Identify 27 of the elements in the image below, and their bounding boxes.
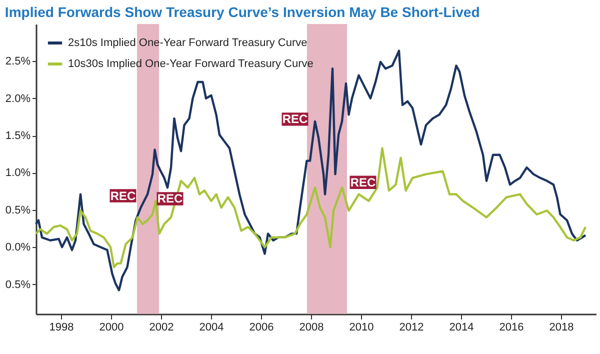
x-tick-label: 2018 (549, 322, 574, 334)
annotation: REC (350, 175, 376, 190)
legend-label: 10s30s Implied One-Year Forward Treasury Curve (68, 58, 314, 70)
line-series (34, 50, 587, 292)
x-tick-label: 2012 (399, 322, 424, 334)
x-tick-label: 2014 (449, 322, 474, 334)
y-tick-label: 2.0% (5, 92, 31, 105)
y-tick-label: 0.0% (5, 242, 31, 254)
y-tick-label: 0.5% (5, 278, 31, 291)
annotation: REC (282, 112, 308, 126)
y-tick-label: 2.5% (5, 56, 31, 68)
x-tick-label: 2000 (99, 322, 124, 334)
x-tick-label: 2010 (349, 322, 374, 334)
x-tick-label: 2002 (149, 322, 174, 334)
line-series (34, 147, 587, 268)
x-tick-label: 2008 (299, 322, 324, 334)
x-tick-label: 1998 (49, 322, 74, 334)
x-tick-label: 2004 (199, 322, 224, 334)
annotation: REC (157, 192, 183, 206)
y-tick-label: 1.0% (5, 167, 31, 180)
chart-title: Implied Forwards Show Treasury Curve’s Inversion May Be Short-Lived (4, 4, 480, 20)
annotation: REC (110, 188, 136, 203)
legend-label: 2s10s Implied One-Year Forward Treasury Curve (68, 37, 308, 49)
y-tick-label: 0.5% (5, 204, 31, 216)
x-tick-label: 2016 (499, 322, 524, 334)
y-tick-label: 1.5% (5, 130, 31, 142)
x-tick-label: 2006 (249, 322, 274, 334)
